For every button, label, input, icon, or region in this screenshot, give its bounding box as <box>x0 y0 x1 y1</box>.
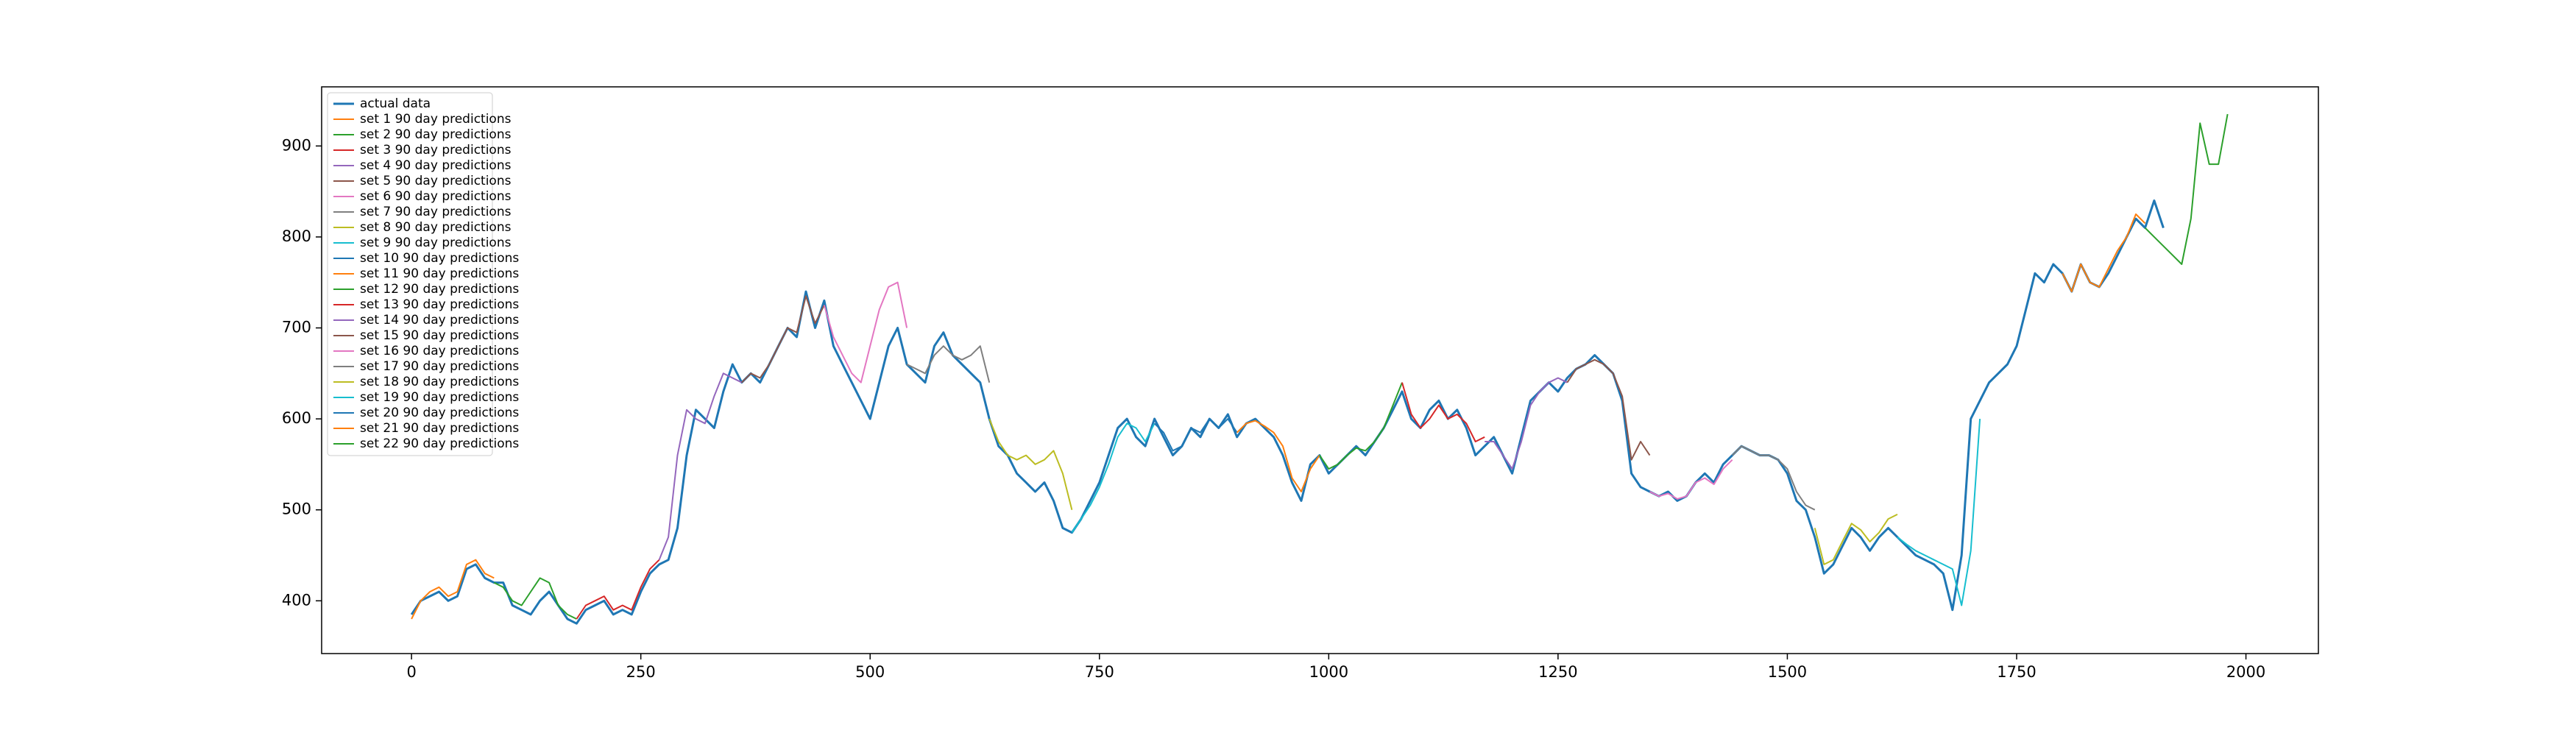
y-tick-label: 400 <box>282 591 311 609</box>
series-line <box>1731 445 1816 511</box>
plot-frame <box>321 86 2319 654</box>
legend-label: set 6 90 day predictions <box>360 189 512 204</box>
series-line <box>411 559 495 620</box>
legend-label: set 12 90 day predictions <box>360 282 519 297</box>
y-tick-label: 700 <box>282 319 311 336</box>
series-line <box>1566 358 1651 461</box>
y-tick-label: 800 <box>282 227 311 245</box>
series-line <box>576 559 660 620</box>
legend-label: set 3 90 day predictions <box>360 143 512 158</box>
x-tick-label: 2000 <box>2226 663 2265 681</box>
legend-label: set 7 90 day predictions <box>360 205 512 219</box>
legend-label: set 18 90 day predictions <box>360 375 519 389</box>
series-line <box>1979 263 2064 401</box>
series-line <box>741 295 825 383</box>
y-tick-label: 500 <box>282 500 311 518</box>
legend-label: set 13 90 day predictions <box>360 297 519 312</box>
legend-label: actual data <box>360 96 431 111</box>
legend-label: set 16 90 day predictions <box>360 344 519 358</box>
legend-label: set 5 90 day predictions <box>360 174 512 188</box>
legend-label: set 19 90 day predictions <box>360 390 519 405</box>
legend-label: set 20 90 day predictions <box>360 406 519 420</box>
series-line <box>823 281 908 383</box>
series-line <box>1649 459 1733 500</box>
legend-label: set 17 90 day predictions <box>360 359 519 374</box>
series-line <box>1071 422 1156 534</box>
y-tick-label: 900 <box>282 136 311 154</box>
legend-label: set 11 90 day predictions <box>360 266 519 281</box>
x-tick-label: 1250 <box>1538 663 1577 681</box>
legend-label: set 8 90 day predictions <box>360 220 512 235</box>
series-line <box>1401 382 1485 442</box>
x-tick-label: 1000 <box>1309 663 1348 681</box>
legend-label: set 14 90 day predictions <box>360 313 519 328</box>
legend-label: set 10 90 day predictions <box>360 251 519 266</box>
x-tick-label: 250 <box>626 663 656 681</box>
legend-label: set 22 90 day predictions <box>360 436 519 451</box>
x-tick-label: 1500 <box>1768 663 1807 681</box>
series-line <box>1153 418 1238 452</box>
series-line <box>493 577 577 620</box>
legend-label: set 1 90 day predictions <box>360 112 512 127</box>
series-line <box>658 372 743 561</box>
series-line <box>410 199 2165 625</box>
x-tick-label: 0 <box>406 663 416 681</box>
legend-label: set 15 90 day predictions <box>360 328 519 343</box>
series-line <box>2144 113 2229 265</box>
legend-label: set 21 90 day predictions <box>360 421 519 436</box>
series-line <box>988 418 1073 510</box>
series-line <box>1485 377 1568 470</box>
legend-label: set 4 90 day predictions <box>360 158 512 173</box>
legend-box <box>327 92 493 456</box>
legend-label: set 9 90 day predictions <box>360 236 512 250</box>
x-tick-label: 1750 <box>1997 663 2036 681</box>
y-tick-label: 600 <box>282 409 311 427</box>
series-line <box>1236 420 1320 492</box>
x-tick-label: 750 <box>1085 663 1114 681</box>
series-line <box>2062 213 2146 293</box>
legend-label: set 2 90 day predictions <box>360 127 512 142</box>
series-line <box>1897 419 1981 606</box>
series-line <box>906 345 991 383</box>
series-line <box>1814 514 1898 565</box>
x-tick-label: 500 <box>855 663 885 681</box>
series-line <box>1319 382 1403 470</box>
